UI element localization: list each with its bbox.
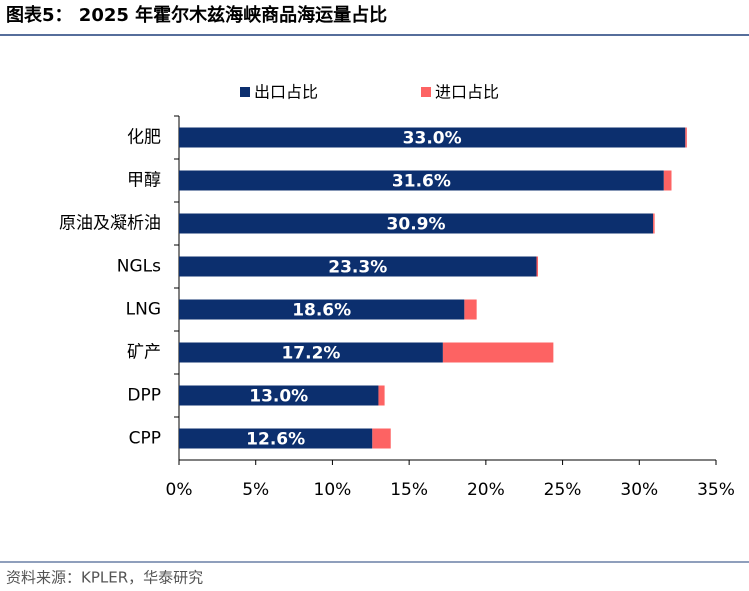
y-tick-label: 化肥 bbox=[127, 128, 161, 148]
chart-title: 图表5： 2025 年霍尔木兹海峡商品海运量占比 bbox=[6, 4, 387, 26]
y-tick-label: NGLs bbox=[117, 257, 161, 277]
data-label: 13.0% bbox=[249, 387, 308, 407]
bar-segment bbox=[179, 385, 379, 406]
legend-swatch bbox=[240, 87, 250, 97]
x-tick-label: 0% bbox=[166, 480, 193, 500]
bar-segment bbox=[685, 127, 687, 148]
bar-segment bbox=[442, 342, 554, 363]
data-label: 17.2% bbox=[281, 344, 340, 364]
source: 资料来源：KPLER，华泰研究 bbox=[6, 569, 203, 587]
bar-segment bbox=[653, 213, 655, 234]
bar-segment bbox=[464, 299, 477, 320]
bar-segment bbox=[179, 213, 654, 234]
bar-segment bbox=[378, 385, 385, 406]
bar-segment bbox=[536, 256, 539, 277]
legend-swatch bbox=[421, 87, 431, 97]
legend-label: 进口占比 bbox=[435, 83, 499, 102]
bar-segment bbox=[372, 428, 391, 449]
bar-segment bbox=[179, 256, 537, 277]
y-tick-label: 原油及凝析油 bbox=[59, 214, 161, 234]
y-tick-label: CPP bbox=[129, 429, 161, 449]
bar-segment bbox=[179, 170, 664, 191]
data-label: 31.6% bbox=[392, 172, 451, 192]
y-tick-label: 甲醇 bbox=[127, 171, 161, 191]
legend-label: 出口占比 bbox=[254, 83, 318, 102]
y-tick-label: DPP bbox=[127, 386, 161, 406]
bar-segment bbox=[179, 299, 465, 320]
x-tick-label: 20% bbox=[467, 480, 505, 500]
data-label: 18.6% bbox=[292, 301, 351, 321]
y-tick-label: 矿产 bbox=[127, 343, 161, 363]
x-tick-label: 15% bbox=[390, 480, 428, 500]
data-label: 33.0% bbox=[403, 129, 462, 149]
bar-segment bbox=[179, 342, 443, 363]
bar-segment bbox=[179, 428, 373, 449]
bar-segment bbox=[663, 170, 672, 191]
x-tick-label: 5% bbox=[242, 480, 269, 500]
x-tick-label: 30% bbox=[620, 480, 658, 500]
x-tick-label: 10% bbox=[314, 480, 352, 500]
data-label: 30.9% bbox=[387, 215, 446, 235]
data-label: 12.6% bbox=[246, 430, 305, 450]
data-label: 23.3% bbox=[328, 258, 387, 278]
y-tick-label: LNG bbox=[126, 300, 161, 320]
x-tick-label: 35% bbox=[697, 480, 735, 500]
bar-segment bbox=[179, 127, 686, 148]
x-tick-label: 25% bbox=[544, 480, 582, 500]
